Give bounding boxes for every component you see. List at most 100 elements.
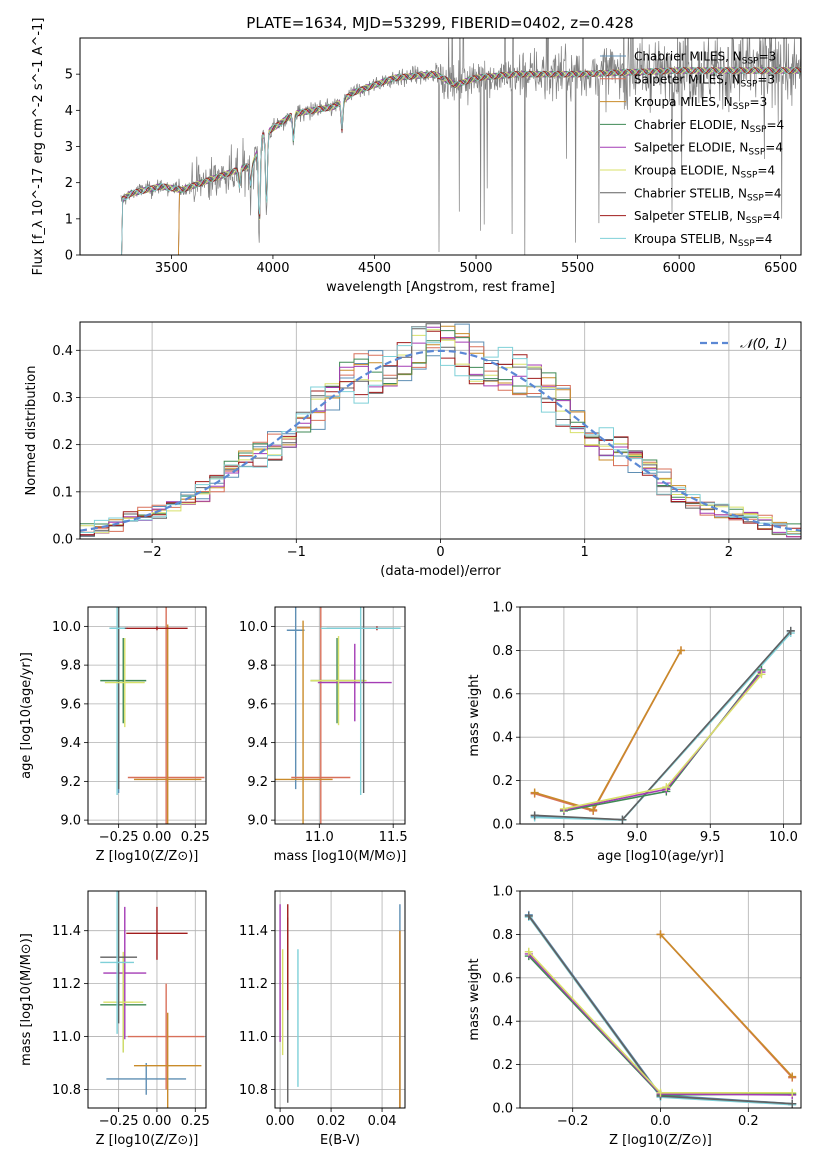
legend-entry: Salpeter STELIB, NSSP=4 — [634, 209, 780, 226]
x-tick-label: 5000 — [459, 261, 492, 276]
y-tick-label: 0.2 — [52, 438, 73, 453]
legend-entry: Kroupa MILES, NSSP=3 — [634, 95, 767, 112]
series-marker — [676, 646, 685, 655]
series-marker — [788, 1099, 797, 1108]
y-tick-label: 11.2 — [52, 977, 81, 992]
mass-vs-metallicity-panel: −0.25 0.00 0.25 10.8 11.0 11.2 11.4 Z [log10(Z/… — [19, 890, 210, 1148]
series-line — [534, 650, 682, 812]
plot-area — [530, 626, 795, 824]
model-line — [120, 67, 801, 255]
y-axis-label: age [log10(age/yr)] — [19, 652, 34, 779]
plot-area — [100, 891, 205, 1108]
x-tick-label: −0.25 — [99, 1114, 139, 1129]
y-tick-label: 0.4 — [52, 344, 73, 359]
series-marker — [662, 783, 671, 792]
y-tick-label: 0.6 — [492, 687, 513, 702]
y-tick-label: 0.3 — [52, 391, 73, 406]
y-tick-label: 11.2 — [239, 977, 268, 992]
y-tick-label: 1.0 — [492, 601, 513, 616]
legend-entry: Kroupa STELIB, NSSP=4 — [634, 232, 772, 249]
x-tick-label: 2 — [725, 545, 733, 560]
x-tick-label: 11.5 — [379, 830, 408, 845]
legend-entry: 𝒩(0, 1) — [740, 337, 787, 352]
y-tick-label: 1 — [65, 212, 73, 227]
series-marker — [524, 911, 533, 920]
y-tick-label: 2 — [65, 176, 73, 191]
x-tick-label: 9.5 — [700, 830, 721, 845]
plot-area — [524, 910, 797, 1108]
plot-area — [80, 323, 801, 538]
plot-area — [275, 607, 401, 824]
plot-area — [120, 38, 801, 255]
spectrum-panel: 3500 4000 4500 5000 5500 6000 6500 0 1 2 3 4 5 wavele… — [31, 18, 802, 295]
y-tick-label: 0.4 — [492, 731, 513, 746]
age-vs-metallicity-panel: −0.25 0.00 0.25 9.0 9.2 9.4 9.6 9.8 10.0 Z [log10… — [19, 606, 210, 864]
normal-curve — [80, 349, 801, 532]
legend-entry: Salpeter ELODIE, NSSP=4 — [634, 141, 783, 158]
x-tick-label: 0.00 — [142, 830, 171, 845]
x-tick-label: 0 — [436, 545, 444, 560]
plot-area — [100, 607, 205, 824]
series-marker — [530, 811, 539, 820]
series-marker — [757, 670, 766, 679]
axes-frame — [274, 606, 406, 825]
y-tick-label: 9.2 — [60, 775, 81, 790]
y-tick-label: 0.0 — [52, 533, 73, 548]
y-tick-label: 0.2 — [492, 774, 513, 789]
x-tick-label: 6500 — [764, 261, 797, 276]
axes-frame — [87, 606, 207, 825]
series-marker — [656, 930, 665, 939]
y-tick-label: 9.8 — [60, 659, 81, 674]
x-tick-label: −2 — [143, 545, 162, 560]
series-line — [659, 933, 793, 1078]
x-axis-label: age [log10(age/yr)] — [597, 849, 724, 864]
y-tick-label: 0.2 — [492, 1058, 513, 1073]
x-tick-label: 4500 — [358, 261, 391, 276]
y-tick-label: 11.0 — [239, 1030, 268, 1045]
y-tick-label: 1.0 — [492, 885, 513, 900]
x-axis-label: mass [log10(M/M⊙)] — [274, 849, 407, 864]
y-tick-label: 0.6 — [492, 971, 513, 986]
x-tick-label: 6000 — [663, 261, 696, 276]
series-marker — [788, 1088, 797, 1097]
x-tick-label: 9.0 — [627, 830, 648, 845]
legend-entry: Chabrier STELIB, NSSP=4 — [634, 186, 782, 203]
y-tick-label: 9.4 — [60, 736, 81, 751]
y-tick-label: 9.8 — [247, 659, 268, 674]
y-tick-label: 0 — [65, 249, 73, 264]
y-tick-label: 0.4 — [492, 1015, 513, 1030]
y-tick-label: 11.4 — [239, 924, 268, 939]
data-spectrum-line — [120, 38, 801, 255]
x-tick-label: 0.00 — [142, 1114, 171, 1129]
y-tick-label: 3 — [65, 140, 73, 155]
axes-frame — [519, 606, 802, 825]
y-tick-label: 9.6 — [247, 697, 268, 712]
series-marker — [530, 788, 539, 797]
x-tick-label: 0.0 — [650, 1114, 671, 1129]
mass-weight-vs-metallicity-panel: −0.2 0.0 0.2 0.0 0.2 0.4 0.6 0.8 1.0 Z [log10(Z/Z… — [467, 885, 802, 1148]
y-tick-label: 9.0 — [60, 814, 81, 829]
y-axis-label: Normed distribution — [24, 366, 39, 496]
legend-entry: Salpeter MILES, NSSP=3 — [634, 72, 775, 89]
model-line — [120, 67, 801, 255]
x-tick-label: 8.5 — [554, 830, 575, 845]
age-vs-mass-panel: 11.0 11.5 9.0 9.2 9.4 9.6 9.8 10.0 mass [log10(M… — [239, 606, 408, 864]
mass-weight-vs-age-panel: 8.5 9.0 9.5 10.0 0.0 0.2 0.4 0.6 0.8 1.0 age [log1… — [467, 601, 802, 864]
x-axis-label: (data-model)/error — [380, 564, 501, 579]
y-tick-label: 5 — [65, 68, 73, 83]
series-marker — [786, 626, 795, 635]
x-tick-label: 0.2 — [738, 1114, 759, 1129]
figure-title: PLATE=1634, MJD=53299, FIBERID=0402, z=0… — [246, 14, 633, 32]
x-tick-label: 0.02 — [317, 1114, 346, 1129]
y-tick-label: 0.0 — [492, 1102, 513, 1117]
y-axis-label: mass [log10(M/M⊙)] — [19, 933, 34, 1066]
x-axis-label: Z [log10(Z/Z⊙)] — [96, 849, 199, 864]
x-tick-label: 10.0 — [769, 830, 798, 845]
model-line — [120, 67, 801, 255]
x-tick-label: −0.2 — [557, 1114, 589, 1129]
model-line — [120, 67, 801, 255]
y-tick-label: 9.4 — [247, 736, 268, 751]
x-axis-label: E(B-V) — [320, 1133, 360, 1148]
legend-entry: Kroupa ELODIE, NSSP=4 — [634, 164, 775, 181]
axes-frame — [87, 890, 207, 1109]
